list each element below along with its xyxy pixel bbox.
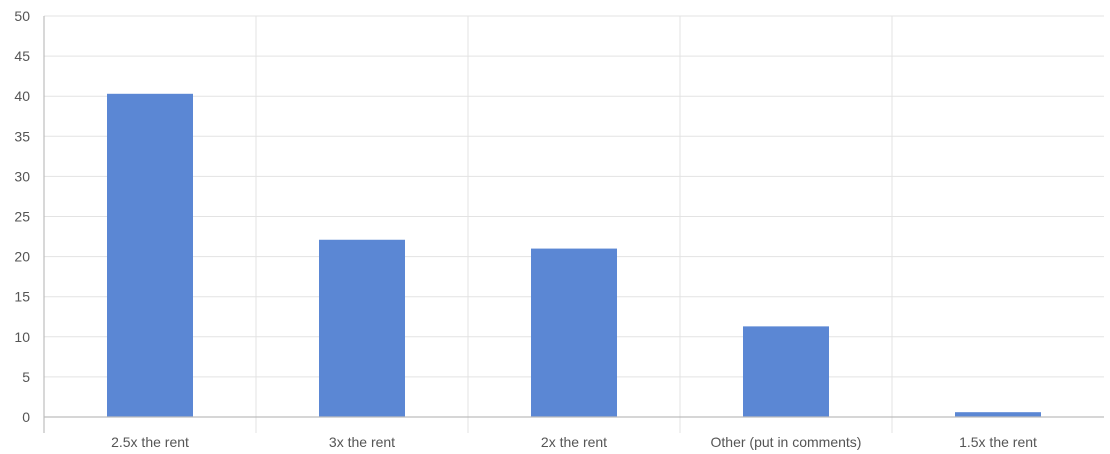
y-tick-label: 5 [22, 369, 30, 385]
bar-3 [743, 326, 829, 417]
bar-4 [955, 412, 1041, 417]
y-tick-labels: 0 5 10 15 20 25 30 35 40 45 50 [14, 8, 30, 425]
x-tick-label: 2x the rent [541, 434, 607, 450]
bar-0 [107, 93, 193, 417]
bar-2 [531, 248, 617, 417]
x-tick-label: Other (put in comments) [711, 434, 862, 450]
y-tick-label: 45 [14, 48, 30, 64]
y-tick-label: 30 [14, 168, 30, 184]
y-tick-label: 50 [14, 8, 30, 24]
gridlines [44, 15, 1104, 433]
y-tick-label: 10 [14, 329, 30, 345]
y-tick-label: 35 [14, 128, 30, 144]
x-tick-label: 3x the rent [329, 434, 395, 450]
bar-1 [319, 239, 405, 417]
y-tick-label: 0 [22, 409, 30, 425]
y-tick-label: 25 [14, 209, 30, 225]
y-tick-label: 40 [14, 88, 30, 104]
axes [43, 16, 1104, 433]
y-tick-label: 15 [14, 289, 30, 305]
bars [107, 93, 1041, 417]
x-tick-labels: 2.5x the rent 3x the rent 2x the rent Other… [111, 434, 1037, 450]
x-tick-label: 1.5x the rent [959, 434, 1037, 450]
y-tick-label: 20 [14, 249, 30, 265]
x-tick-label: 2.5x the rent [111, 434, 189, 450]
